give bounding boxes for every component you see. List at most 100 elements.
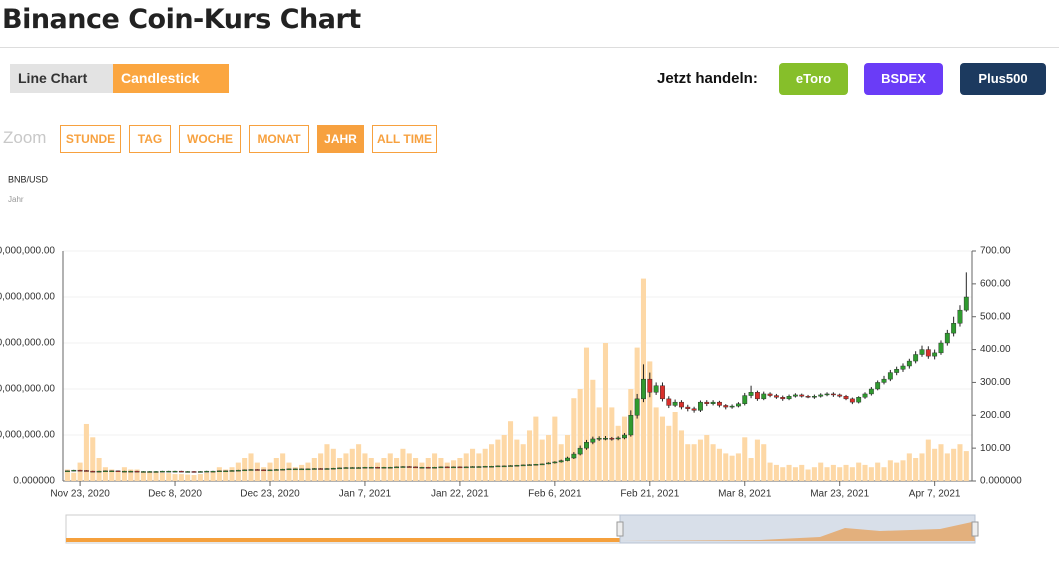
volume-bar [653,407,659,481]
candle-body [685,406,691,409]
candle-body [413,466,419,469]
candle-body [280,468,286,471]
candle-body [723,405,729,408]
volume-bar [799,464,805,481]
volume-bar [913,458,919,481]
volume-bar [932,448,938,481]
candle-body [153,471,159,473]
candle-body [590,438,596,443]
candle-body [172,470,178,473]
volume-bar [375,462,381,481]
x-tick-label: Nov 23, 2020 [50,489,110,500]
candle-body [868,388,874,395]
volume-bar [545,435,552,481]
volume-bar [394,458,400,481]
volume-bar [609,407,615,481]
volume-bar [704,435,710,481]
candle-body [799,394,805,397]
candle-body [951,323,957,334]
zoom-button[interactable]: JAHR [317,125,364,153]
zoom-button[interactable]: TAG [129,125,171,153]
candle-body [634,398,640,416]
candle-body [622,434,627,439]
candle-body [780,397,786,400]
x-tick-label: Apr 7, 2021 [909,489,961,500]
volume-bar [659,416,665,481]
volume-bar [596,407,602,481]
volume-bar [261,467,267,481]
zoom-button[interactable]: STUNDE [60,125,121,153]
candle-body [463,466,469,469]
volume-bar [868,467,874,481]
candle-body [362,467,368,469]
candle-body [748,392,754,396]
candle-body [533,464,539,466]
candle-body [311,468,317,470]
volume-bar [552,416,558,481]
navigator-handle[interactable] [616,521,624,537]
volume-bar [811,467,817,481]
candle-body [242,469,248,472]
candle-body [495,465,501,468]
volume-bar [159,472,165,481]
zoom-button[interactable]: ALL TIME [372,125,437,153]
candle-body [109,470,115,473]
volume-bar [571,398,577,481]
candle-body [761,393,767,400]
volume-bar [400,448,406,481]
candle-body [267,469,273,472]
candle-body [679,401,684,408]
candle-body [818,394,824,397]
volume-bar [881,467,887,481]
candle-body [729,405,735,408]
candle-body [292,468,298,471]
candle-body [77,469,83,472]
volume-bar [204,472,210,481]
broker-button[interactable]: Plus500 [960,63,1046,95]
candle-body [381,467,387,469]
candle-body [514,465,520,467]
candle-body [641,378,646,400]
candle-body [957,309,963,324]
candle-body [166,470,172,473]
candle-body [932,352,938,357]
volume-bar [166,473,172,481]
volume-bar [140,471,146,481]
volume-bar [729,455,735,481]
candlestick-toggle[interactable]: Candlestick [113,64,229,93]
candle-body [65,470,70,473]
volume-bar [818,462,824,481]
candle-body [584,442,589,449]
y-tick-label: 5,000,000,000.00 [0,246,55,257]
volume-bar [672,412,678,481]
volume-bar [900,460,906,481]
candle-body [609,438,615,440]
volume-bar [697,439,703,481]
line-chart-toggle[interactable]: Line Chart [10,64,113,93]
candle-body [894,369,900,373]
volume-bar [792,467,798,481]
candle-body [489,466,494,468]
volume-bar [134,469,140,481]
zoom-button[interactable]: WOCHE [179,125,241,153]
zoom-button[interactable]: MONAT [249,125,309,153]
candle-body [887,372,893,380]
candle-body [742,395,748,404]
broker-button[interactable]: BSDEX [864,63,943,95]
candle-body [356,467,362,469]
volume-bar [843,464,849,481]
volume-bar [805,469,811,481]
volume-bar [539,439,545,481]
candle-body [457,466,463,469]
candle-body [273,469,279,471]
candle-body [710,401,716,404]
volume-bar [583,347,590,481]
volume-bar [153,471,159,481]
navigator-handle[interactable] [971,521,979,537]
candle-body [210,470,216,473]
candle-body [147,471,153,473]
volume-bar [324,444,330,481]
x-tick-label: Dec 23, 2020 [240,489,300,500]
broker-button[interactable]: eToro [779,63,848,95]
candle-body [546,462,551,465]
